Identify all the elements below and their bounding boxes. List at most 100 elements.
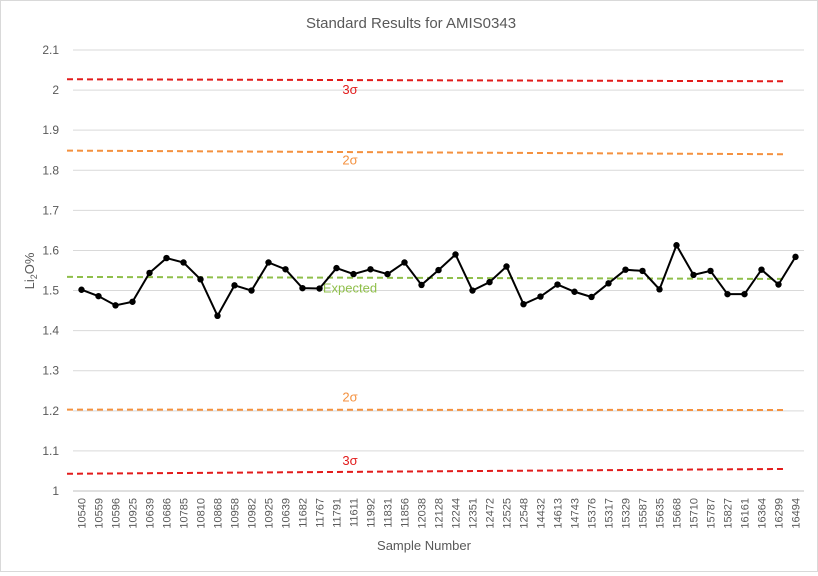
reference-line (67, 277, 784, 279)
x-tick-label: 15710 (689, 498, 701, 529)
data-point (401, 259, 407, 265)
data-point (418, 282, 424, 288)
data-point (163, 255, 169, 261)
data-point (384, 271, 390, 277)
data-point (690, 272, 696, 278)
data-point (197, 276, 203, 282)
x-tick-label: 14432 (536, 498, 548, 529)
x-tick-label: 10925 (264, 498, 276, 529)
y-tick-label: 1.6 (42, 243, 59, 257)
x-tick-label: 15329 (621, 498, 633, 529)
y-tick-label: 1.5 (42, 284, 59, 298)
y-tick-label: 2 (52, 83, 59, 97)
y-tick-label: 1.4 (42, 324, 59, 338)
y-tick-label: 1.9 (42, 123, 59, 137)
data-point (129, 299, 135, 305)
data-point (180, 259, 186, 265)
data-point (537, 293, 543, 299)
data-point (214, 313, 220, 319)
x-tick-label: 16494 (791, 498, 803, 529)
data-point (350, 271, 356, 277)
y-tick-labels: 1 1.1 1.2 1.3 1.4 1.5 1.6 1.7 1.8 1.9 2 2.1 (42, 43, 59, 498)
x-tick-label: 15635 (655, 498, 667, 529)
data-point (775, 281, 781, 287)
x-tick-label: 11856 (400, 498, 412, 528)
x-tick-label: 14613 (553, 498, 565, 529)
x-tick-label: 10925 (128, 498, 140, 529)
x-tick-label: 10596 (111, 498, 123, 529)
x-tick-label: 16299 (774, 498, 786, 529)
data-point (571, 289, 577, 295)
data-point (146, 270, 152, 276)
x-tick-label: 15376 (587, 498, 599, 529)
x-tick-label: 11831 (383, 498, 395, 528)
x-tick-label: 10559 (94, 498, 106, 529)
x-tick-label: 12038 (417, 498, 429, 529)
y-axis-label-prefix: Li (22, 279, 37, 289)
x-tick-label: 10540 (77, 498, 89, 529)
x-tick-label: 16161 (740, 498, 752, 529)
reference-line-label: Expected (323, 281, 377, 296)
x-tick-label: 11611 (349, 498, 361, 527)
data-point (758, 266, 764, 272)
x-tick-label: 12244 (451, 498, 463, 529)
x-tick-label: 12472 (485, 498, 497, 529)
data-point (656, 286, 662, 292)
data-point (469, 287, 475, 293)
y-axis-label-suffix: O% (22, 252, 37, 274)
y-tick-label: 1.8 (42, 163, 59, 177)
y-tick-label: 1.7 (42, 203, 59, 217)
x-axis-label: Sample Number (377, 538, 472, 553)
data-point (503, 263, 509, 269)
reference-line-label: 3σ (342, 453, 357, 468)
data-point (248, 287, 254, 293)
data-point (316, 285, 322, 291)
y-tick-label: 2.1 (42, 43, 59, 57)
x-tick-label: 15827 (723, 498, 735, 529)
x-tick-label: 12128 (434, 498, 446, 529)
data-point (333, 265, 339, 271)
x-tick-label: 10639 (281, 498, 293, 529)
x-tick-label: 15317 (604, 498, 616, 529)
y-tick-label: 1.2 (42, 404, 59, 418)
chart-title: Standard Results for AMIS0343 (306, 15, 516, 32)
data-point (78, 287, 84, 293)
data-point (622, 266, 628, 272)
data-point (605, 280, 611, 286)
y-tick-label: 1.1 (42, 444, 59, 458)
data-point (673, 242, 679, 248)
data-point (741, 291, 747, 297)
x-tick-label: 12525 (502, 498, 514, 529)
data-point (299, 285, 305, 291)
x-tick-label: 14743 (570, 498, 582, 529)
y-axis-label: Li2O% (22, 252, 39, 289)
data-point (112, 302, 118, 308)
reference-line (67, 469, 784, 474)
x-tick-label: 10686 (162, 498, 174, 529)
reference-line-label: 2σ (342, 152, 357, 167)
data-point (435, 267, 441, 273)
data-point (554, 281, 560, 287)
data-point (452, 251, 458, 257)
x-tick-label: 16364 (757, 498, 769, 529)
reference-line-label: 2σ (342, 390, 357, 405)
data-point (367, 266, 373, 272)
y-tick-label: 1 (52, 484, 59, 498)
x-tick-label: 11767 (315, 498, 327, 528)
x-tick-label: 10639 (145, 498, 157, 529)
data-point (486, 279, 492, 285)
x-tick-label: 15787 (706, 498, 718, 529)
x-tick-label: 11992 (366, 498, 378, 528)
x-tick-label: 10785 (179, 498, 191, 529)
reference-line (67, 79, 784, 81)
x-tick-label: 11791 (332, 498, 344, 528)
series-line (82, 245, 796, 316)
y-tick-label: 1.3 (42, 364, 59, 378)
x-tick-label: 12351 (468, 498, 480, 529)
data-point (588, 294, 594, 300)
data-point (231, 282, 237, 288)
